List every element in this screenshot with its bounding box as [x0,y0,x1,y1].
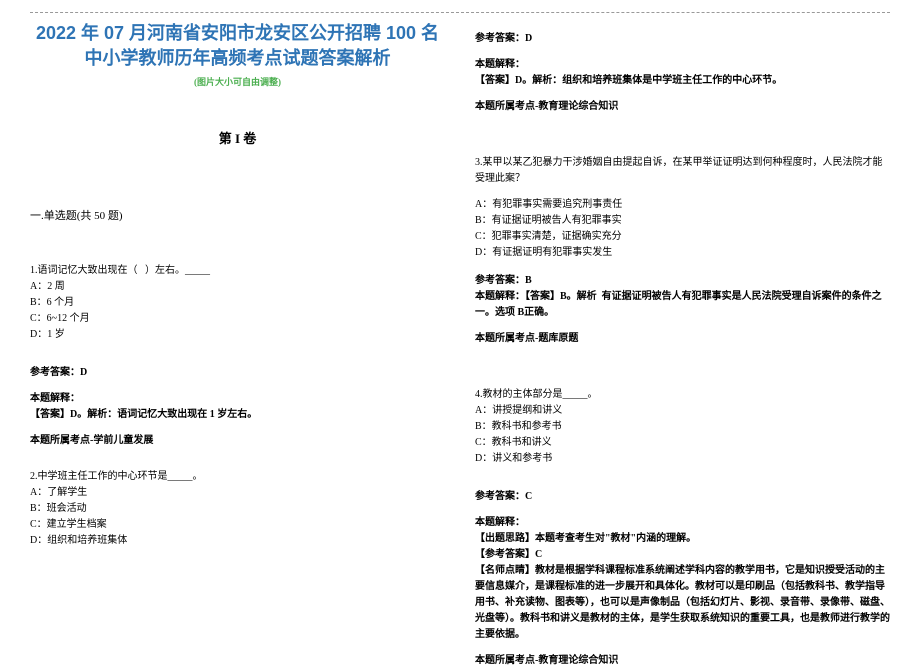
q3-option-b: B：有证据证明被告人有犯罪事实 [475,213,890,229]
question-4: 4.教材的主体部分是_____。 A：讲授提纲和讲义 B：教科书和参考书 C：教… [475,387,890,467]
document-title: 2022 年 07 月河南省安阳市龙安区公开招聘 100 名中小学教师历年高频考… [30,21,445,71]
q1-stem: 1.语词记忆大致出现在（ ）左右。_____ [30,263,445,279]
q3-option-c: C：犯罪事实清楚，证据确实充分 [475,229,890,245]
q3-stem: 3.某甲以某乙犯暴力干涉婚姻自由提起自诉，在某甲举证证明达到何种程度时，人民法院… [475,155,890,187]
q2-option-b: B：班会活动 [30,501,445,517]
q4-option-c: C：教科书和讲义 [475,435,890,451]
q3-option-a: A：有犯罪事实需要追究刑事责任 [475,197,890,213]
section-heading: 第 I 卷 [30,128,445,147]
q4-exp-2: 【参考答案】C [475,547,890,563]
q4-option-b: B：教科书和参考书 [475,419,890,435]
q1-option-c: C：6~12 个月 [30,311,445,327]
part-heading: 一.单选题(共 50 题) [30,207,445,223]
q2-explanation: 【答案】D。解析：组织和培养班集体是中学班主任工作的中心环节。 [475,73,890,89]
left-column: 2022 年 07 月河南省安阳市龙安区公开招聘 100 名中小学教师历年高频考… [30,21,445,669]
q4-option-a: A：讲授提纲和讲义 [475,403,890,419]
q1-explanation: 【答案】D。解析：语词记忆大致出现在 1 岁左右。 [30,407,445,423]
question-1: 1.语词记忆大致出现在（ ）左右。_____ A：2 周 B：6 个月 C：6~… [30,263,445,343]
q1-exp-label: 本题解释： [30,391,445,407]
q2-topic: 本题所属考点-教育理论综合知识 [475,99,890,115]
q4-topic: 本题所属考点-教育理论综合知识 [475,653,890,669]
q4-exp-1: 【出题思路】本题考查考生对"教材"内涵的理解。 [475,531,890,547]
q1-topic: 本题所属考点-学前儿童发展 [30,433,445,449]
q4-answer: 参考答案：C [475,489,890,505]
q4-exp-label: 本题解释： [475,515,890,531]
q1-option-a: A：2 周 [30,279,445,295]
q3-explanation: 本题解释：【答案】B。解析 有证据证明被告人有犯罪事实是人民法院受理自诉案件的条… [475,289,890,321]
q2-exp-label: 本题解释： [475,57,890,73]
question-3: 3.某甲以某乙犯暴力干涉婚姻自由提起自诉，在某甲举证证明达到何种程度时，人民法院… [475,155,890,261]
two-column-layout: 2022 年 07 月河南省安阳市龙安区公开招聘 100 名中小学教师历年高频考… [30,21,890,669]
document-subtitle: (图片大小可自由调整) [30,75,445,88]
q1-option-b: B：6 个月 [30,295,445,311]
top-divider [30,12,890,13]
q2-option-c: C：建立学生档案 [30,517,445,533]
q2-stem: 2.中学班主任工作的中心环节是_____。 [30,469,445,485]
q3-answer: 参考答案：B [475,273,890,289]
right-column: 参考答案：D 本题解释： 【答案】D。解析：组织和培养班集体是中学班主任工作的中… [475,21,890,669]
q2-answer: 参考答案：D [475,31,890,47]
q2-option-d: D：组织和培养班集体 [30,533,445,549]
q1-option-d: D：1 岁 [30,327,445,343]
q4-option-d: D：讲义和参考书 [475,451,890,467]
q3-option-d: D：有证据证明有犯罪事实发生 [475,245,890,261]
q3-topic: 本题所属考点-题库原题 [475,331,890,347]
q2-option-a: A：了解学生 [30,485,445,501]
page: 2022 年 07 月河南省安阳市龙安区公开招聘 100 名中小学教师历年高频考… [0,0,920,669]
q1-answer: 参考答案：D [30,365,445,381]
q4-exp-3: 【名师点睛】教材是根据学科课程标准系统阐述学科内容的教学用书，它是知识授受活动的… [475,563,890,643]
q4-stem: 4.教材的主体部分是_____。 [475,387,890,403]
question-2: 2.中学班主任工作的中心环节是_____。 A：了解学生 B：班会活动 C：建立… [30,469,445,549]
